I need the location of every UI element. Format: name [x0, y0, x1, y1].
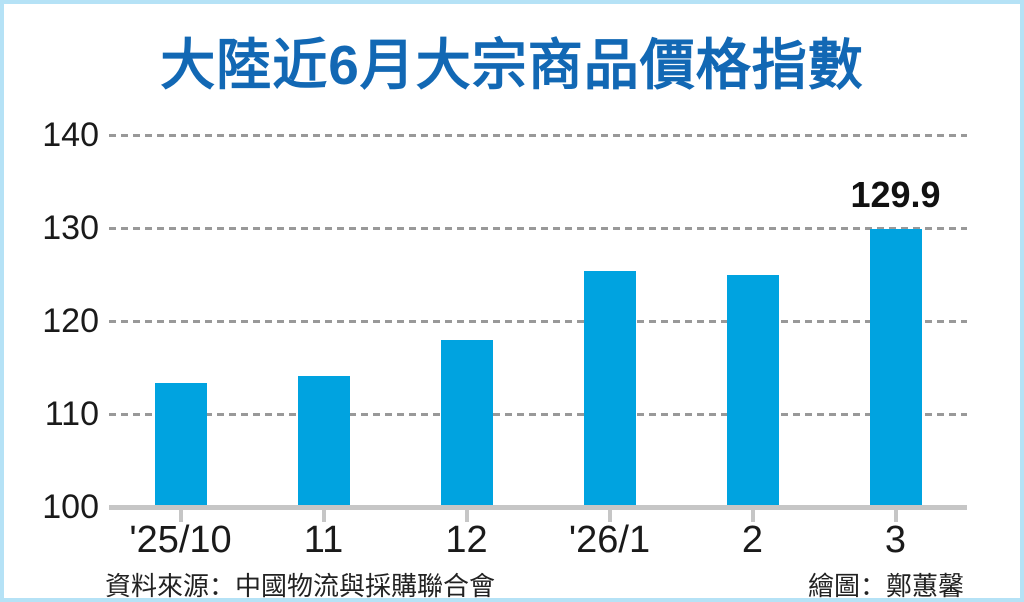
- credit-note: 繪圖：鄭蕙馨: [807, 571, 964, 601]
- x-axis-label: 12: [445, 519, 488, 561]
- tick-mark: [750, 509, 755, 522]
- y-axis-label: 100: [42, 488, 99, 526]
- bar: [726, 274, 779, 507]
- bar: [154, 383, 207, 507]
- bar: [440, 339, 493, 507]
- tick-mark: [178, 509, 183, 522]
- source-note: 資料來源：中國物流與採購聯合會: [105, 571, 496, 601]
- value-label: 129.9: [850, 173, 941, 215]
- chart-title: 大陸近6月大宗商品價格指數: [160, 34, 864, 96]
- tick-mark: [607, 509, 612, 522]
- y-axis-label: 120: [42, 302, 99, 340]
- y-axis-label: 140: [42, 116, 99, 154]
- gridline: [109, 227, 967, 230]
- y-axis-label: 110: [44, 395, 99, 433]
- tick-mark: [321, 509, 326, 522]
- x-axis-label: 11: [303, 519, 344, 561]
- x-axis-label: '25/10: [129, 519, 232, 561]
- y-axis-label: 130: [42, 209, 99, 247]
- bar: [869, 228, 922, 507]
- tick-mark: [893, 509, 898, 522]
- gridline: [109, 134, 967, 137]
- bar: [297, 375, 350, 507]
- tick-mark: [464, 509, 469, 522]
- x-axis-label: 2: [741, 519, 764, 561]
- x-axis-label: 3: [884, 519, 907, 561]
- x-axis-label: '26/1: [568, 519, 651, 561]
- x-axis-line: [109, 505, 967, 510]
- bar: [583, 270, 636, 507]
- gridline: [109, 413, 967, 416]
- gridline: [109, 320, 967, 323]
